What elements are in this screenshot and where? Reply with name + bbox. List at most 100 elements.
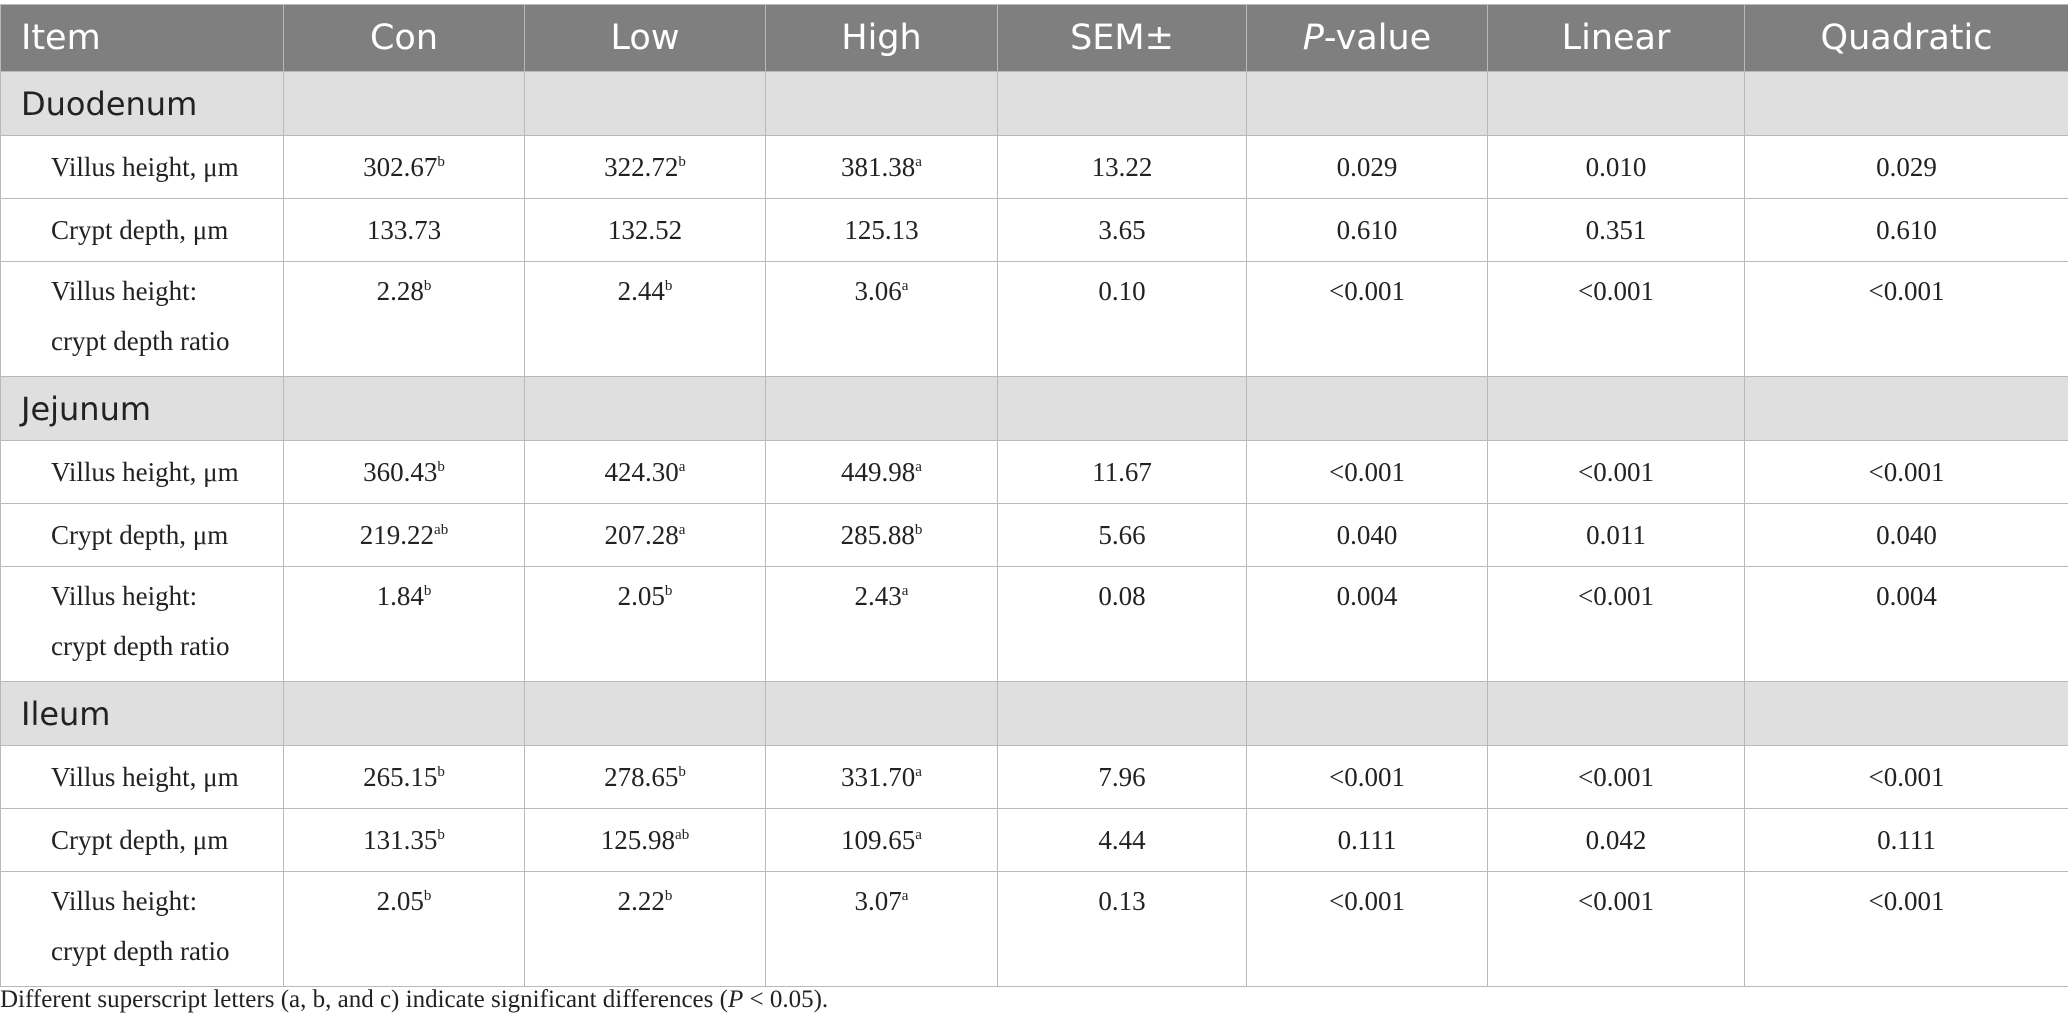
section-empty-cell (1487, 376, 1745, 441)
cell-sem: 13.22 (997, 135, 1247, 199)
cell-item: Crypt depth, μm (0, 808, 284, 872)
section-empty-cell (997, 71, 1247, 136)
con-value: 131.35 (363, 825, 438, 855)
table-row: Villus height, μm 265.15b 278.65b 331.70a 7.… (0, 745, 2068, 809)
con-superscript: b (437, 154, 445, 170)
cell-sem: 0.10 (997, 261, 1247, 377)
cell-quadratic: <0.001 (1744, 871, 2068, 987)
low-value: 2.44 (617, 276, 665, 306)
cell-linear: <0.001 (1487, 871, 1745, 987)
cell-linear: 0.010 (1487, 135, 1745, 199)
low-value: 424.30 (604, 457, 679, 487)
cell-linear: 0.351 (1487, 198, 1745, 262)
high-value: 3.06 (854, 276, 902, 306)
cell-sem: 0.13 (997, 871, 1247, 987)
cell-quadratic: 0.040 (1744, 503, 2068, 567)
cell-con: 302.67b (283, 135, 525, 199)
cell-sem: 4.44 (997, 808, 1247, 872)
cell-quadratic: <0.001 (1744, 745, 2068, 809)
cell-low: 132.52 (524, 198, 766, 262)
low-superscript: b (664, 278, 673, 294)
con-superscript: b (423, 888, 432, 904)
cell-low: 125.98ab (524, 808, 766, 872)
section-empty-cell (524, 681, 766, 746)
item-label: Villus height, μm (51, 457, 239, 487)
cell-p: 0.040 (1246, 503, 1488, 567)
data-table: Item Con Low High SEM± P-value Linear Qu… (0, 4, 2068, 987)
cell-quadratic: 0.610 (1744, 198, 2068, 262)
con-value: 302.67 (363, 152, 438, 182)
item-label: Crypt depth, μm (51, 215, 229, 245)
section-empty-cell (765, 681, 998, 746)
con-superscript: b (423, 278, 432, 294)
cell-sem: 5.66 (997, 503, 1247, 567)
cell-item: Villus height: crypt depth ratio (0, 871, 284, 987)
section-empty-cell (997, 681, 1247, 746)
cell-high: 109.65a (765, 808, 998, 872)
low-value: 125.98 (600, 825, 676, 855)
cell-con: 219.22ab (283, 503, 525, 567)
cell-item: Villus height: crypt depth ratio (0, 566, 284, 682)
header-p-value: P-value (1246, 4, 1488, 72)
cell-linear: <0.001 (1487, 440, 1745, 504)
cell-item: Villus height, μm (0, 440, 284, 504)
header-p-suffix: -value (1323, 18, 1432, 58)
high-value: 381.38 (841, 152, 916, 182)
cell-low: 207.28a (524, 503, 766, 567)
low-value: 2.22 (617, 886, 665, 916)
cell-low: 2.44b (524, 261, 766, 377)
section-empty-cell (1246, 71, 1488, 136)
cell-item: Villus height, μm (0, 135, 284, 199)
item-label: Villus height, μm (51, 762, 239, 792)
table-row: Villus height: crypt depth ratio 1.84b 2.05… (0, 566, 2068, 682)
cell-sem: 11.67 (997, 440, 1247, 504)
cell-p: <0.001 (1246, 745, 1488, 809)
con-value: 133.73 (366, 215, 442, 245)
cell-sem: 0.08 (997, 566, 1247, 682)
low-value: 132.52 (607, 215, 683, 245)
cell-high: 3.07a (765, 871, 998, 987)
footnote-text: Different superscript letters (a, b, and… (0, 986, 728, 1013)
cell-p: 0.111 (1246, 808, 1488, 872)
section-empty-cell (1246, 376, 1488, 441)
cell-p: <0.001 (1246, 440, 1488, 504)
item-label: crypt depth ratio (51, 936, 230, 966)
cell-sem: 3.65 (997, 198, 1247, 262)
table-row: Villus height: crypt depth ratio 2.28b 2.44… (0, 261, 2068, 377)
section-label: Ileum (0, 681, 284, 746)
table-row: Villus height, μm 302.67b 322.72b 381.38a 13… (0, 135, 2068, 199)
cell-p: <0.001 (1246, 871, 1488, 987)
cell-high: 285.88b (765, 503, 998, 567)
section-empty-cell (1744, 376, 2068, 441)
cell-p: 0.029 (1246, 135, 1488, 199)
item-label: Villus height: (51, 276, 198, 306)
table-body: Duodenum Villus height, μm 302.67b 322.72b 3… (0, 71, 2068, 987)
low-value: 322.72 (604, 152, 679, 182)
cell-high: 125.13 (765, 198, 998, 262)
cell-con: 2.05b (283, 871, 525, 987)
cell-con: 2.28b (283, 261, 525, 377)
low-value: 2.05 (617, 581, 665, 611)
cell-con: 265.15b (283, 745, 525, 809)
item-label: Villus height: (51, 886, 198, 916)
section-empty-cell (283, 681, 525, 746)
cell-linear: 0.011 (1487, 503, 1745, 567)
cell-linear: 0.042 (1487, 808, 1745, 872)
cell-sem: 7.96 (997, 745, 1247, 809)
table-row: Villus height: crypt depth ratio 2.05b 2.22… (0, 871, 2068, 987)
footnote-p: P (727, 986, 744, 1013)
cell-low: 322.72b (524, 135, 766, 199)
con-superscript: ab (434, 522, 449, 538)
high-value: 2.43 (854, 581, 902, 611)
cell-quadratic: 0.004 (1744, 566, 2068, 682)
section-empty-cell (524, 376, 766, 441)
low-superscript: ab (675, 827, 690, 843)
section-row: Jejunum (0, 376, 2068, 441)
con-value: 2.05 (376, 886, 424, 916)
table-footnote: Different superscript letters (a, b, and… (0, 986, 828, 1014)
high-superscript: a (901, 583, 909, 599)
cell-p: <0.001 (1246, 261, 1488, 377)
low-superscript: b (664, 888, 673, 904)
low-superscript: a (678, 459, 686, 475)
section-empty-cell (1487, 71, 1745, 136)
